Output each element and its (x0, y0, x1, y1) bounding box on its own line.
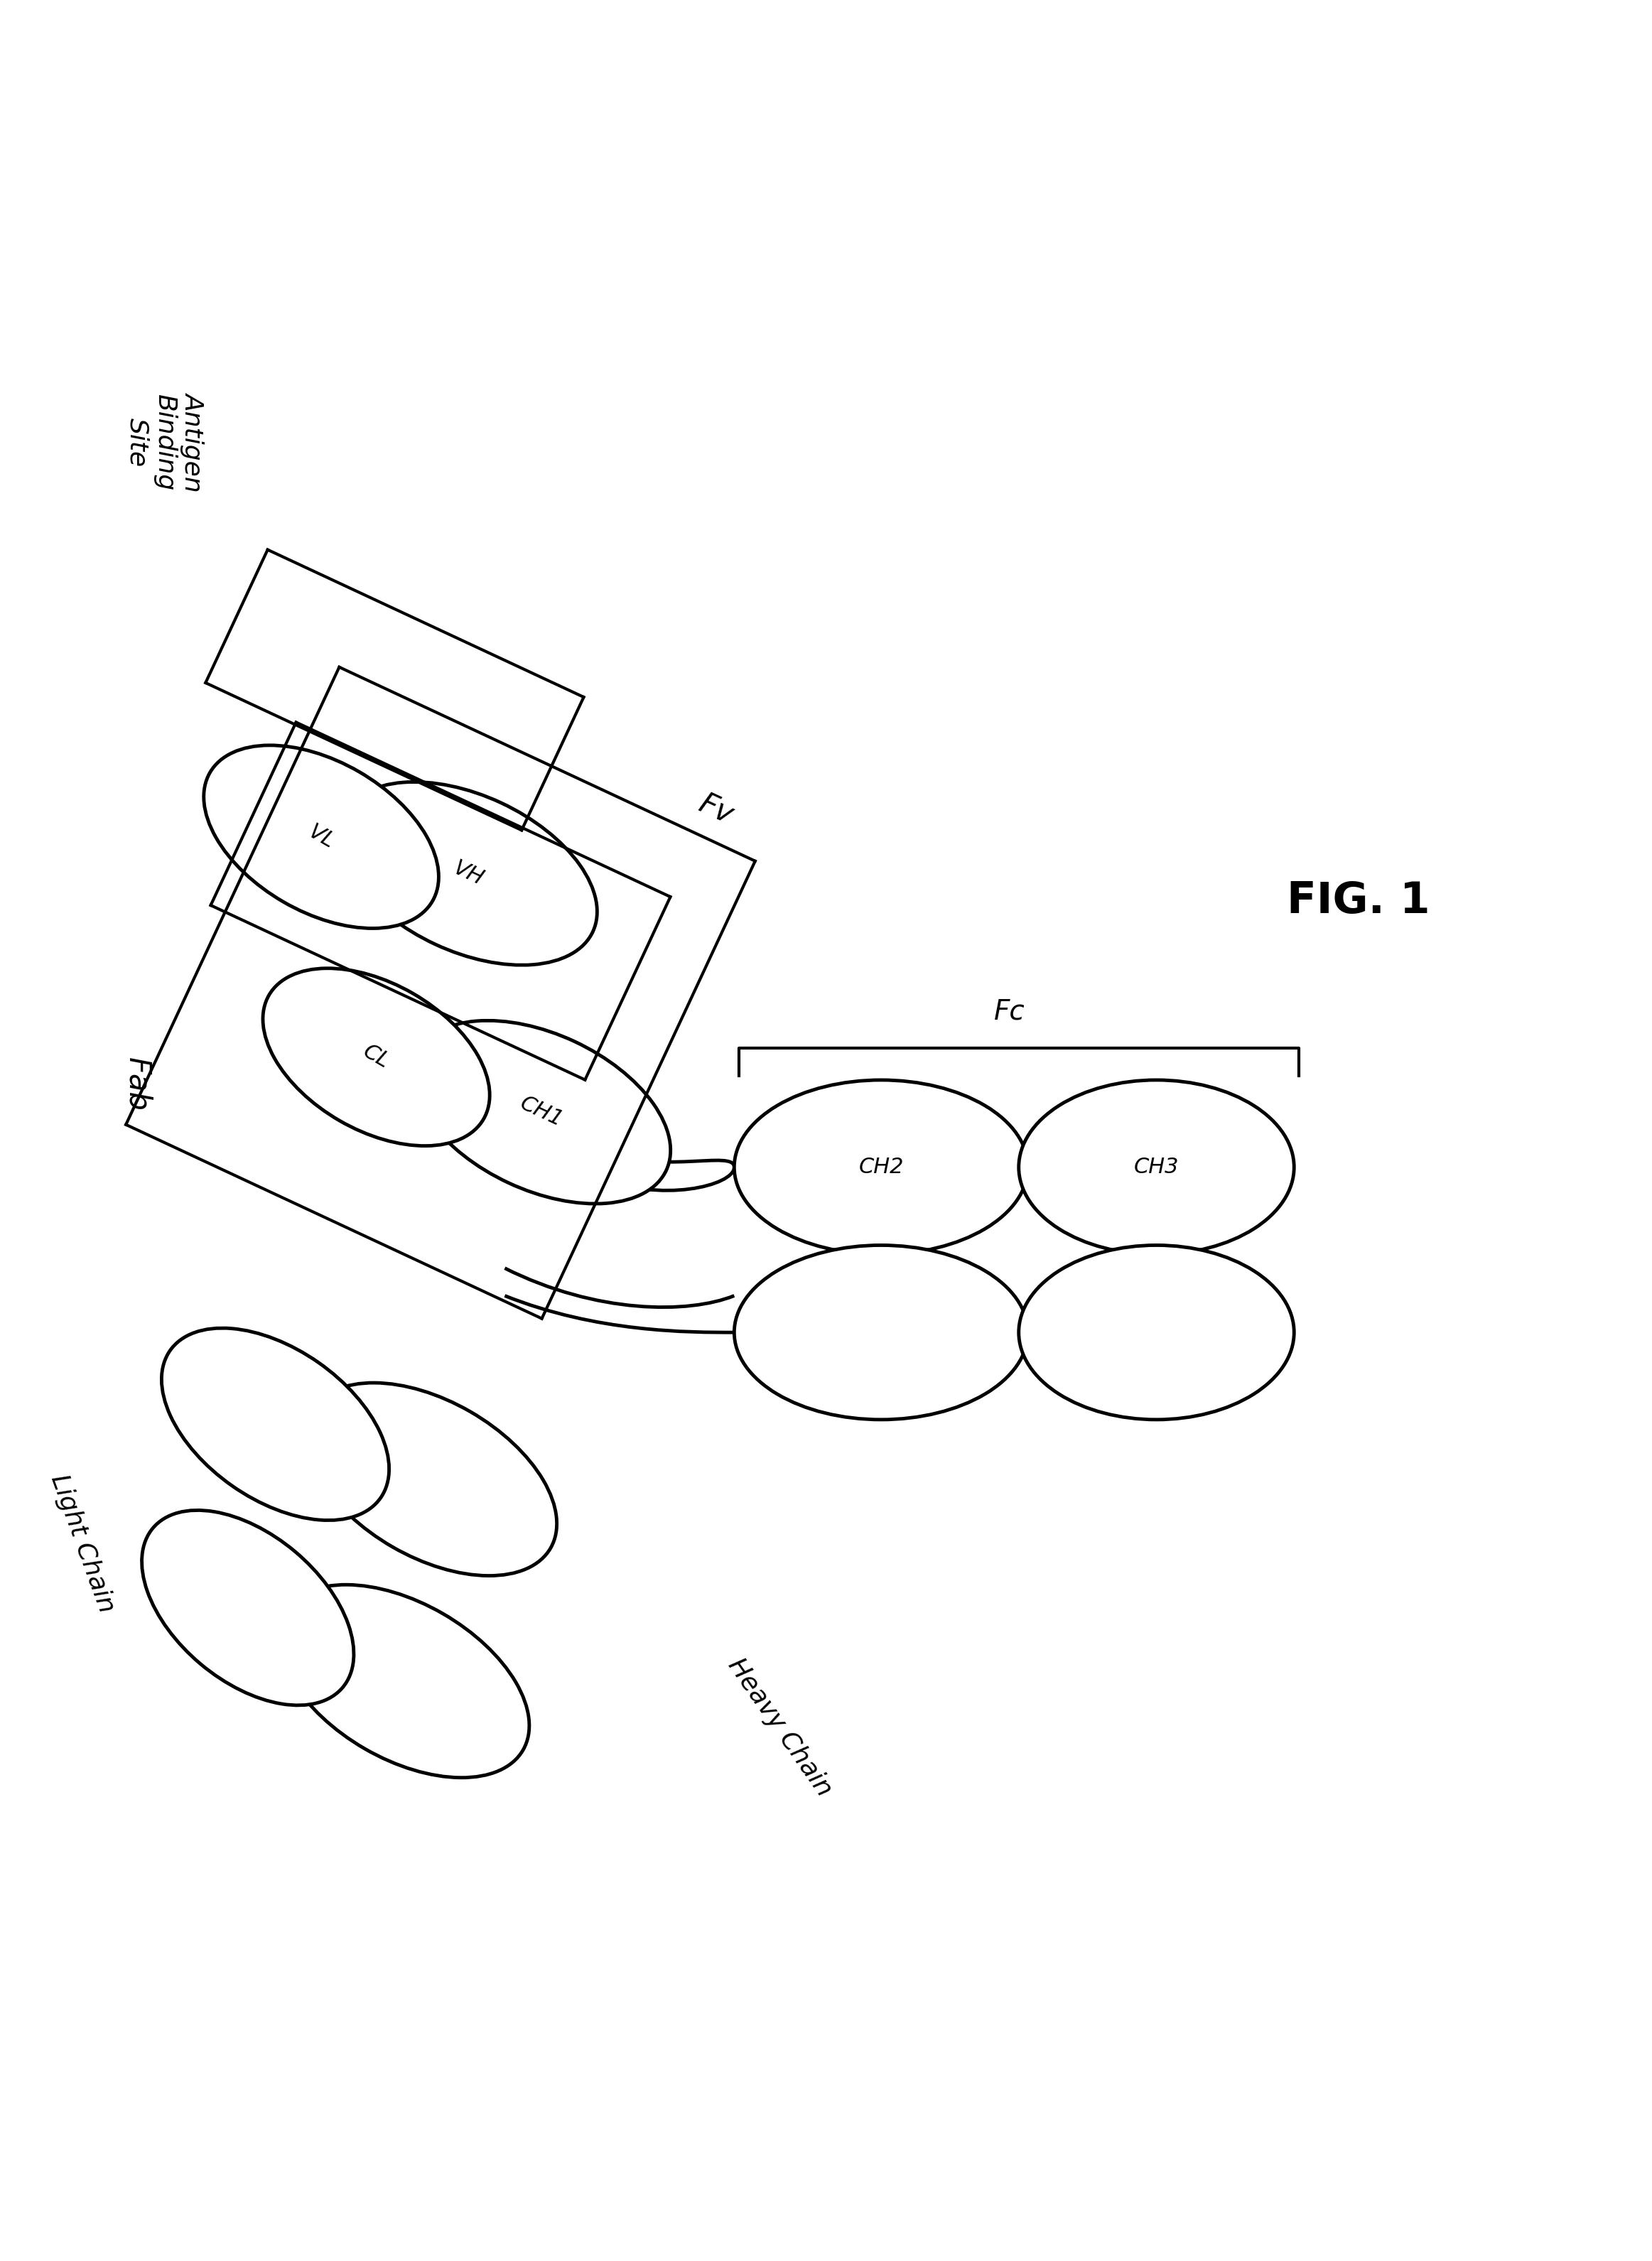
Ellipse shape (1019, 1246, 1294, 1420)
Text: CH3: CH3 (1133, 1158, 1180, 1178)
Text: Fc: Fc (995, 997, 1026, 1024)
Text: Fab: Fab (122, 1058, 152, 1112)
Text: CL: CL (360, 1042, 393, 1072)
Text: CH1: CH1 (517, 1094, 567, 1130)
Ellipse shape (339, 782, 596, 965)
Ellipse shape (733, 1081, 1028, 1255)
Ellipse shape (279, 1585, 529, 1777)
Ellipse shape (263, 968, 489, 1146)
Ellipse shape (306, 1384, 557, 1576)
Ellipse shape (203, 746, 439, 929)
Text: Light Chain: Light Chain (46, 1472, 119, 1617)
Text: Heavy Chain: Heavy Chain (724, 1653, 836, 1800)
Text: FIG. 1: FIG. 1 (1287, 880, 1431, 922)
Text: VH: VH (449, 857, 486, 889)
Text: VL: VL (304, 821, 339, 852)
Text: Fv: Fv (694, 789, 738, 830)
Ellipse shape (142, 1510, 354, 1705)
Ellipse shape (1019, 1081, 1294, 1255)
Ellipse shape (162, 1327, 390, 1519)
Text: Antigen
Binding
Site: Antigen Binding Site (126, 393, 205, 493)
Text: CH2: CH2 (859, 1158, 904, 1178)
Ellipse shape (733, 1246, 1028, 1420)
Ellipse shape (413, 1020, 671, 1203)
